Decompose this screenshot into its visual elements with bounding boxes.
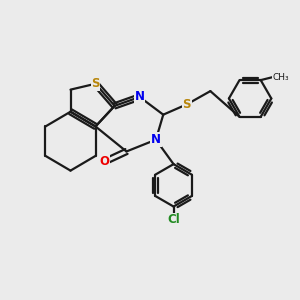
Text: N: N <box>135 91 145 103</box>
Text: Cl: Cl <box>167 213 180 226</box>
Text: S: S <box>91 77 100 90</box>
Text: N: N <box>151 133 161 146</box>
Text: CH₃: CH₃ <box>272 73 289 82</box>
Text: O: O <box>99 155 110 168</box>
Text: S: S <box>183 98 191 111</box>
